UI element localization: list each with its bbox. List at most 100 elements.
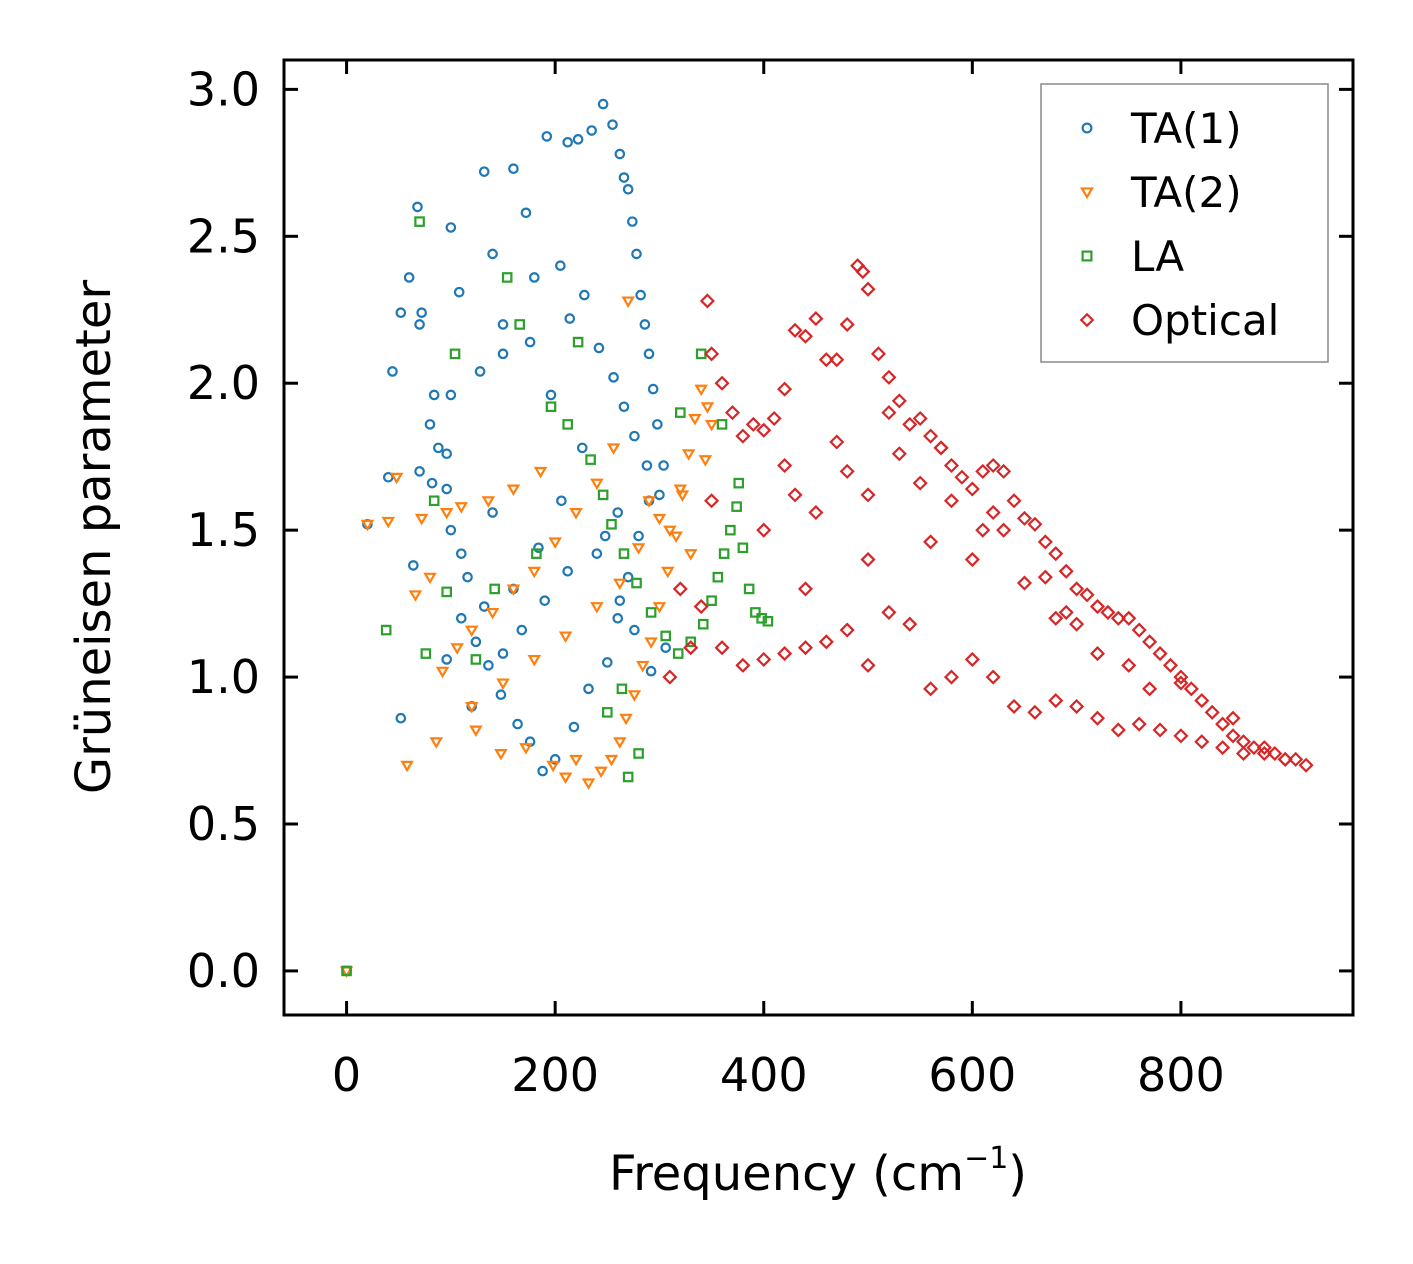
point-circle: [497, 319, 509, 330]
point-diamond: [1152, 722, 1168, 738]
legend-marker: [1081, 250, 1093, 262]
point-diamond: [933, 440, 949, 456]
point-square: [672, 648, 684, 659]
point-diamond: [756, 651, 772, 667]
point-diamond: [714, 375, 730, 391]
point-triangle-down: [546, 760, 560, 773]
point-square: [380, 624, 392, 636]
point-square: [737, 542, 749, 554]
point-diamond: [1027, 704, 1043, 720]
y-axis-title: Grüneisen parameter: [66, 280, 122, 795]
point-triangle-down: [694, 384, 708, 397]
point-diamond: [912, 475, 928, 491]
point-circle: [614, 148, 626, 160]
point-triangle-down: [423, 572, 437, 585]
point-square: [660, 630, 672, 642]
point-triangle-down: [527, 654, 542, 667]
point-triangle-down: [558, 772, 573, 784]
point-diamond: [1069, 616, 1085, 632]
point-triangle-down: [389, 472, 404, 485]
point-circle: [633, 530, 644, 542]
point-triangle-down: [636, 660, 650, 673]
point-diamond: [1016, 510, 1033, 526]
point-diamond: [943, 457, 960, 474]
point-diamond: [1027, 516, 1043, 532]
point-diamond: [881, 405, 897, 421]
point-diamond: [1235, 745, 1252, 762]
point-square: [675, 407, 686, 418]
point-circle: [497, 348, 509, 360]
point-triangle-down: [673, 484, 688, 497]
point-diamond: [975, 522, 991, 538]
y-tick-label: 2.0: [187, 356, 260, 410]
point-diamond: [839, 316, 855, 332]
point-diamond: [777, 381, 793, 397]
point-diamond: [1142, 634, 1158, 650]
point-circle: [614, 595, 626, 606]
point-diamond: [1079, 587, 1095, 603]
point-circle: [520, 207, 532, 219]
point-diamond: [1121, 657, 1137, 673]
point-diamond: [1204, 704, 1220, 720]
point-square: [762, 615, 774, 627]
point-triangle-down: [581, 778, 596, 790]
point-circle: [433, 442, 444, 454]
point-diamond: [766, 410, 782, 427]
point-diamond: [943, 669, 960, 685]
point-circle: [395, 307, 407, 319]
point-diamond: [829, 434, 845, 450]
point-circle: [599, 530, 611, 542]
legend-marker: [1079, 312, 1095, 328]
point-diamond: [964, 481, 980, 497]
plot-frame: [282, 58, 1355, 1017]
point-diamond: [693, 599, 709, 615]
point-triangle-down: [548, 537, 562, 549]
legend-label: Optical: [1131, 296, 1279, 345]
point-circle: [533, 542, 544, 554]
point-circle: [612, 613, 624, 624]
point-square: [501, 272, 513, 283]
point-circle: [445, 524, 457, 536]
point-circle: [441, 654, 452, 665]
axes: 0 200 400 600 800 0.0 0.5 1.0 1.5 2.0 2.5 3.0: [187, 58, 1355, 1102]
point-diamond: [1131, 622, 1147, 638]
series-ta-2-: [339, 296, 719, 978]
point-diamond: [881, 604, 897, 620]
point-diamond: [860, 281, 876, 297]
point-triangle-down: [669, 531, 683, 544]
point-circle: [412, 201, 423, 213]
point-square: [685, 636, 697, 648]
point-triangle-down: [533, 466, 548, 479]
series-la: [341, 216, 774, 977]
point-diamond: [745, 416, 761, 432]
point-diamond: [912, 410, 928, 427]
point-circle: [629, 430, 640, 442]
point-triangle-down: [627, 690, 642, 702]
point-diamond: [1110, 610, 1126, 626]
point-diamond: [1173, 669, 1189, 685]
point-circle: [512, 718, 523, 730]
point-triangle-down: [606, 443, 621, 455]
point-diamond: [1037, 569, 1053, 585]
point-triangle-down: [464, 625, 479, 638]
point-diamond: [1069, 581, 1085, 597]
point-triangle-down: [527, 566, 542, 579]
point-circle: [572, 134, 584, 145]
point-square: [633, 748, 644, 759]
point-diamond: [797, 640, 813, 656]
point-circle: [541, 131, 553, 142]
point-diamond: [1006, 698, 1022, 714]
point-diamond: [787, 487, 803, 503]
point-square: [631, 577, 642, 589]
point-circle: [478, 166, 490, 177]
point-square: [572, 336, 584, 348]
point-diamond: [1048, 546, 1064, 562]
point-diamond: [891, 446, 907, 462]
point-triangle-down: [652, 513, 667, 526]
point-circle: [470, 636, 482, 648]
point-triangle-down: [663, 525, 677, 538]
point-circle: [539, 595, 551, 606]
point-diamond: [1058, 563, 1074, 579]
point-diamond: [1288, 751, 1304, 767]
point-square: [622, 771, 634, 783]
